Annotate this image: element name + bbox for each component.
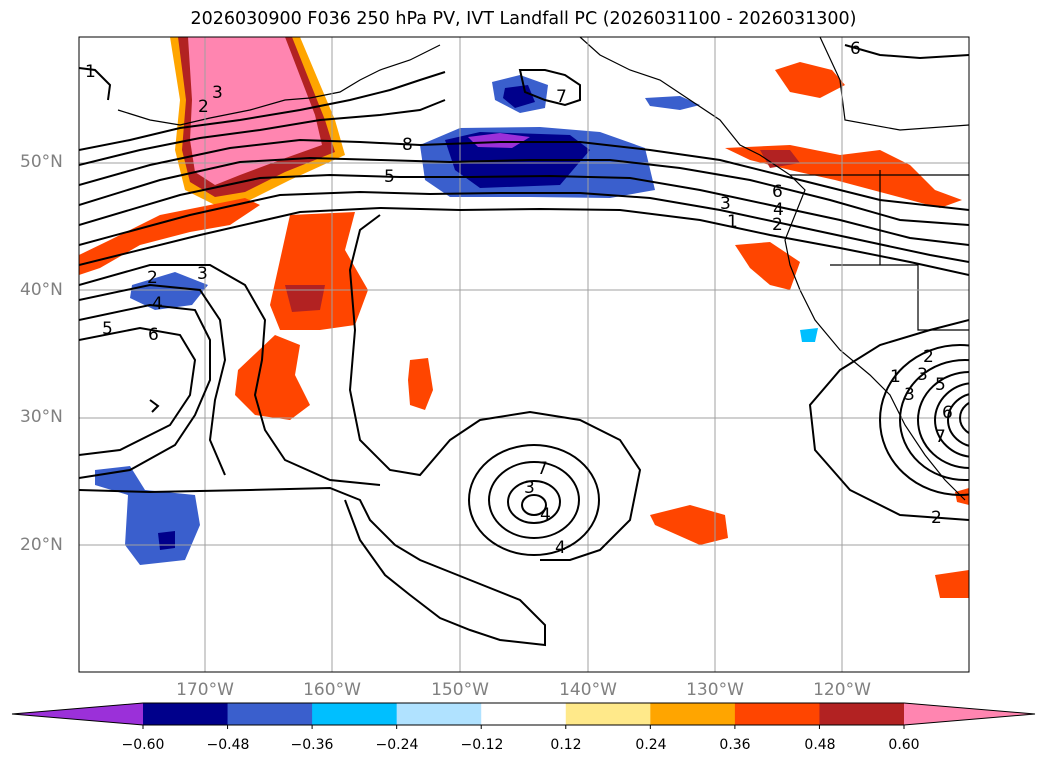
contour-label: 2 xyxy=(772,215,783,235)
contour-label: 5 xyxy=(935,375,946,395)
contour-label: 3 xyxy=(904,385,915,405)
colorbar-tick-label: −0.24 xyxy=(375,737,419,753)
contour-label: 7 xyxy=(935,427,946,447)
pv-contours xyxy=(79,44,969,647)
colorbar-segment xyxy=(650,703,736,725)
contour-label: 2 xyxy=(931,508,942,528)
contour-label: 3 xyxy=(212,83,223,103)
colorbar-segment xyxy=(481,703,567,725)
lon-label: 170°W xyxy=(176,680,234,700)
colorbar-segment xyxy=(565,703,651,725)
colorbar-extend-max xyxy=(904,703,1035,725)
lon-label: 150°W xyxy=(431,680,489,700)
colorbar-segment xyxy=(819,703,905,725)
colorbar-extend-min xyxy=(12,703,143,725)
contour-label: 6 xyxy=(942,403,953,423)
contour-label: 1 xyxy=(727,212,738,232)
lat-label: 30°N xyxy=(20,407,63,427)
lat-label: 20°N xyxy=(20,535,63,555)
contour-label: 7 xyxy=(537,459,548,479)
contour-label: 4 xyxy=(540,505,551,525)
contour-label: 3 xyxy=(524,478,535,498)
colorbar-segment xyxy=(143,703,229,725)
colorbar-tick-label: 0.12 xyxy=(550,737,582,753)
contour-label: 4 xyxy=(555,538,566,558)
contour-label: 6 xyxy=(850,39,861,59)
coastlines xyxy=(117,37,969,501)
contour-label: 4 xyxy=(773,200,784,220)
colorbar-tick-label: 0.36 xyxy=(719,737,751,753)
contour-label: 2 xyxy=(198,97,209,117)
contour-label: 3 xyxy=(917,365,928,385)
map-content: 1 2 3 6 8 5 7 6 3 4 1 2 2 3 4 5 6 4 7 3 … xyxy=(79,37,969,672)
colorbar xyxy=(11,702,1036,729)
contour-label: 3 xyxy=(197,264,208,284)
contour-label: 2 xyxy=(147,268,158,288)
map-frame xyxy=(78,36,970,673)
colorbar-tick-label: −0.60 xyxy=(121,737,165,753)
contour-label: 6 xyxy=(772,182,783,202)
contour-label: 4 xyxy=(152,294,163,314)
contour-label: 8 xyxy=(402,135,413,155)
colorbar-tick-label: −0.12 xyxy=(460,737,504,753)
colorbar-segment xyxy=(227,703,313,725)
colorbar-tick-label: 0.48 xyxy=(804,737,836,753)
colorbar-tick-label: 0.60 xyxy=(888,737,920,753)
contour-label: 7 xyxy=(556,87,567,107)
contour-label: 2 xyxy=(923,347,934,367)
plot-title: 2026030900 F036 250 hPa PV, IVT Landfall… xyxy=(190,9,857,29)
contour-label: 3 xyxy=(720,194,731,214)
contour-label: 1 xyxy=(85,62,96,82)
colorbar-segment xyxy=(734,703,820,725)
colorbar-tick-label: −0.36 xyxy=(290,737,334,753)
contour-label: 6 xyxy=(148,325,159,345)
contour-label: 1 xyxy=(890,367,901,387)
contour-labels: 1 2 3 6 8 5 7 6 3 4 1 2 2 3 4 5 6 4 7 3 … xyxy=(85,39,953,558)
colorbar-segment xyxy=(312,703,398,725)
lon-label: 130°W xyxy=(686,680,744,700)
lat-label: 50°N xyxy=(20,152,63,172)
colorbar-tick-label: 0.24 xyxy=(635,737,667,753)
colorbar-tick-label: −0.48 xyxy=(206,737,250,753)
lon-label: 120°W xyxy=(813,680,871,700)
lon-label: 160°W xyxy=(303,680,361,700)
lat-label: 40°N xyxy=(20,280,63,300)
positive-anomaly-regions xyxy=(79,37,969,598)
lon-label: 140°W xyxy=(559,680,617,700)
orange-band-west xyxy=(79,198,260,275)
contour-label: 5 xyxy=(384,167,395,187)
colorbar-segment xyxy=(396,703,482,725)
contour-label: 5 xyxy=(102,319,113,339)
